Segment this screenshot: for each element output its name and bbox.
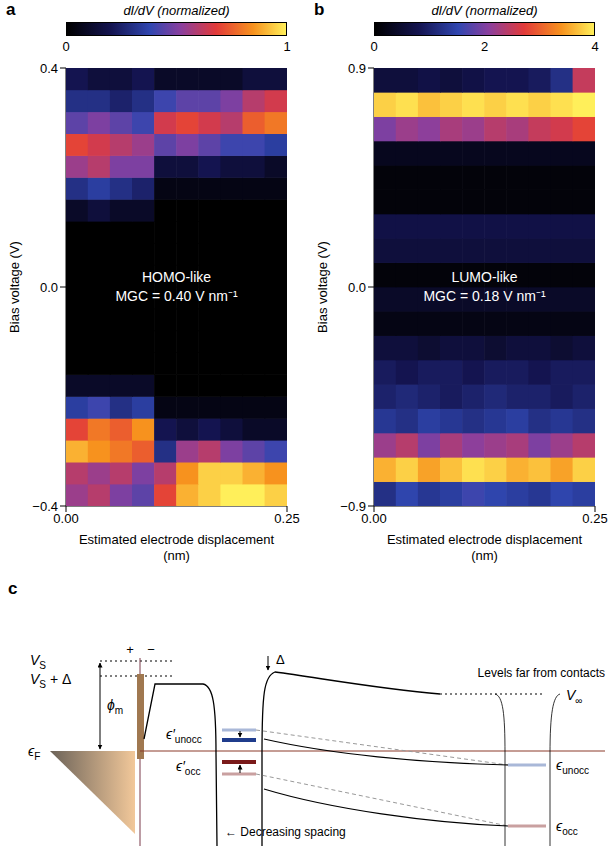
html-text:Estimated electrode displaceme: Estimated electrode displacement (nm) [78, 532, 274, 563]
svg-text:Δ: Δ [276, 652, 285, 667]
svg-text:0.25: 0.25 [582, 511, 607, 526]
svg-text:← Decreasing spacing: ← Decreasing spacing [225, 825, 346, 839]
svg-text:−: − [147, 642, 155, 657]
svg-text:c: c [8, 579, 17, 598]
svg-text:ϕm: ϕm [107, 697, 123, 716]
svg-text:−0.4: −0.4 [32, 499, 58, 514]
svg-text:Levels far from contacts: Levels far from contacts [478, 666, 605, 680]
html-text:LUMO-like: LUMO-like [451, 269, 518, 285]
svg-text:0.00: 0.00 [53, 511, 79, 527]
svg-text:0.0: 0.0 [40, 280, 58, 295]
html-text:MGC = 0.18 V nm⁻¹: MGC = 0.18 V nm⁻¹ [423, 288, 546, 304]
svg-text:VS: VS [30, 652, 46, 671]
svg-text:+: + [126, 642, 134, 657]
html-text:dI/dV (normalized): dI/dV (normalized) [123, 3, 230, 18]
svg-text:VS + Δ: VS + Δ [30, 671, 71, 690]
svg-text:0.0: 0.0 [348, 280, 366, 295]
svg-text:ϵF: ϵF [28, 743, 40, 762]
svg-text:ϵunocc: ϵunocc [556, 757, 589, 776]
svg-text:0.00: 0.00 [361, 511, 387, 527]
html-text:0: 0 [370, 39, 378, 54]
svg-text:ϵ′occ: ϵ′occ [176, 758, 201, 777]
html-text:MGC = 0.40 V nm⁻¹: MGC = 0.40 V nm⁻¹ [115, 288, 238, 304]
svg-text:0.9: 0.9 [348, 61, 366, 76]
html-text:4: 4 [591, 39, 599, 54]
html-text:a: a [6, 0, 16, 19]
svg-text:0.4: 0.4 [40, 61, 58, 76]
html-text:b: b [314, 0, 325, 19]
html-text:2: 2 [480, 39, 489, 54]
html-text:HOMO-like: HOMO-like [141, 269, 212, 285]
svg-text:ϵ′unocc: ϵ′unocc [166, 726, 202, 745]
svg-text:Bias voltage (V): Bias voltage (V) [315, 241, 330, 333]
svg-text:V∞: V∞ [566, 687, 583, 706]
html-text:1: 1 [283, 39, 291, 54]
svg-text:Bias voltage (V): Bias voltage (V) [7, 241, 22, 333]
svg-text:ϵocc: ϵocc [556, 818, 578, 837]
html-text:0: 0 [62, 39, 70, 54]
svg-text:−0.9: −0.9 [340, 499, 366, 514]
html-text:dI/dV (normalized): dI/dV (normalized) [431, 3, 538, 18]
svg-text:0.25: 0.25 [274, 511, 299, 526]
html-text:Estimated electrode displaceme: Estimated electrode displacement (nm) [386, 532, 582, 563]
